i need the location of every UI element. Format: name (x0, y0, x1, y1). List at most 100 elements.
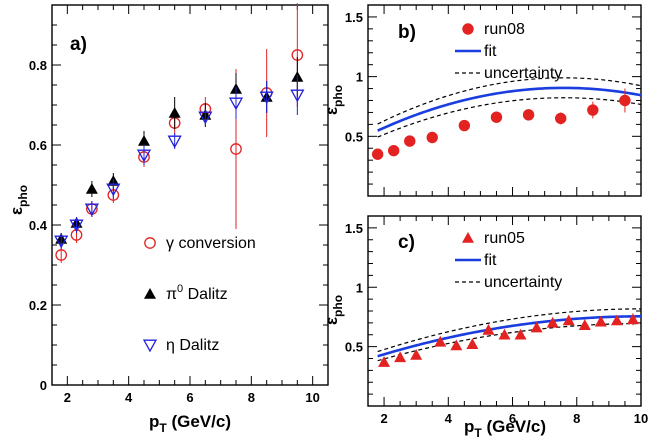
y-tick-label: 1 (356, 70, 363, 85)
x-tick-label: 6 (186, 390, 193, 405)
legend: γ conversion π0 Dalitz η Dalitz (142, 235, 256, 354)
y-tick-label: 0.4 (29, 218, 48, 233)
data-point (562, 314, 575, 326)
legend-label-sup: 0 (177, 283, 183, 295)
x-axis-title: pT (GeV/c) (149, 412, 231, 435)
y-tick-label: 0.6 (29, 138, 47, 153)
legend-label: run08 (484, 21, 525, 38)
panel-c: 2 4 6 8 10 0.5 1 1.5 c) pT (GeV/c) εpho run05 fit unc… (322, 215, 648, 439)
y-tick-label: 1.5 (345, 221, 363, 236)
y-tick-label: 0 (40, 378, 47, 393)
data-point (394, 351, 407, 363)
legend-marker (144, 237, 156, 249)
legend: run08 fit uncertainty (455, 21, 562, 82)
data-point (69, 219, 84, 233)
y-axis-title-main: ε (322, 317, 341, 325)
data-point (594, 315, 607, 327)
legend-label: uncertainty (484, 65, 562, 82)
x-tick-label: 10 (634, 411, 648, 426)
y-tick-label: 0.5 (345, 129, 363, 144)
data-point (167, 135, 182, 149)
data-point (84, 203, 99, 217)
y-tick-label: 0.2 (29, 298, 47, 313)
legend-label: π0 Dalitz (166, 283, 228, 303)
legend-marker (144, 288, 156, 299)
data-point (136, 149, 152, 163)
legend-marker (142, 339, 158, 353)
data-point (387, 144, 400, 157)
x-axis-title-sub: T (159, 421, 167, 435)
data-point (106, 183, 121, 197)
x-tick-label: 2 (380, 411, 387, 426)
data-point (450, 339, 463, 351)
x-axis-title-suffix: (GeV/c) (482, 417, 546, 436)
legend-marker (462, 232, 474, 243)
legend-label: uncertainty (484, 274, 562, 291)
x-axis-title-main: p (464, 417, 474, 436)
data-point (259, 91, 274, 105)
data-point (482, 324, 495, 335)
data-point (546, 316, 559, 328)
data-point (371, 148, 384, 160)
data-point (168, 107, 181, 118)
data-point (228, 97, 244, 111)
x-axis-title-main: p (149, 412, 159, 431)
data-point (555, 112, 567, 125)
y-axis-title: εpho (322, 295, 345, 325)
data-point (55, 249, 68, 261)
fit-curve (377, 315, 642, 358)
panel-label: a) (70, 34, 87, 55)
x-tick-label: 2 (64, 390, 71, 405)
panel-a: 2 4 6 8 10 0 0.2 0.4 0.6 0.8 a) pT (GeV/c) εpho γ con… (7, 3, 329, 435)
data-point (587, 104, 599, 116)
x-axis-title-suffix: (GeV/c) (167, 412, 231, 431)
y-axis-title-sub: pho (331, 295, 345, 317)
legend-label-main: π (166, 286, 177, 303)
uncertainty-lower-curve (377, 97, 642, 138)
uncertainty-upper-curve (377, 308, 642, 353)
data-point (530, 321, 543, 333)
data-point (498, 328, 511, 340)
data-point (138, 135, 150, 146)
data-point (466, 338, 479, 350)
x-tick-label: 4 (125, 390, 133, 405)
data-point (85, 183, 98, 194)
legend-label-suffix: Dalitz (183, 286, 227, 303)
y-tick-label: 0.8 (29, 58, 47, 73)
data-point (522, 109, 535, 121)
legend-label: fit (484, 252, 497, 269)
y-axis-title: εpho (7, 185, 30, 215)
x-tick-label: 6 (509, 411, 516, 426)
data-point (610, 314, 623, 326)
x-tick-label: 10 (305, 390, 319, 405)
fit-curve (377, 86, 642, 132)
data-point (410, 348, 423, 360)
data-point (426, 131, 438, 144)
legend-label: η Dalitz (166, 337, 219, 354)
x-tick-label: 8 (248, 390, 255, 405)
data-point (230, 143, 242, 155)
x-tick-label: 8 (573, 411, 580, 426)
legend-label: run05 (484, 230, 525, 247)
y-axis-title-main: ε (7, 207, 26, 215)
data-point (626, 313, 639, 325)
y-axis-title-sub: pho (331, 85, 345, 107)
data-point (378, 356, 391, 367)
data-point (290, 89, 305, 103)
x-tick-label: 4 (445, 411, 453, 426)
uncertainty-lower-curve (377, 322, 642, 362)
x-axis-title-sub: T (474, 426, 482, 439)
data-point (490, 111, 503, 123)
legend-label: fit (484, 43, 497, 60)
data-point (404, 135, 416, 147)
data-point (619, 94, 631, 107)
data-point (514, 328, 527, 340)
y-tick-label: 0.5 (345, 340, 363, 355)
legend: run05 fit uncertainty (455, 230, 562, 291)
data-point (458, 119, 471, 132)
y-axis-title: εpho (322, 85, 345, 115)
uncertainty-upper-curve (377, 77, 642, 125)
y-tick-label: 1.5 (345, 10, 363, 25)
